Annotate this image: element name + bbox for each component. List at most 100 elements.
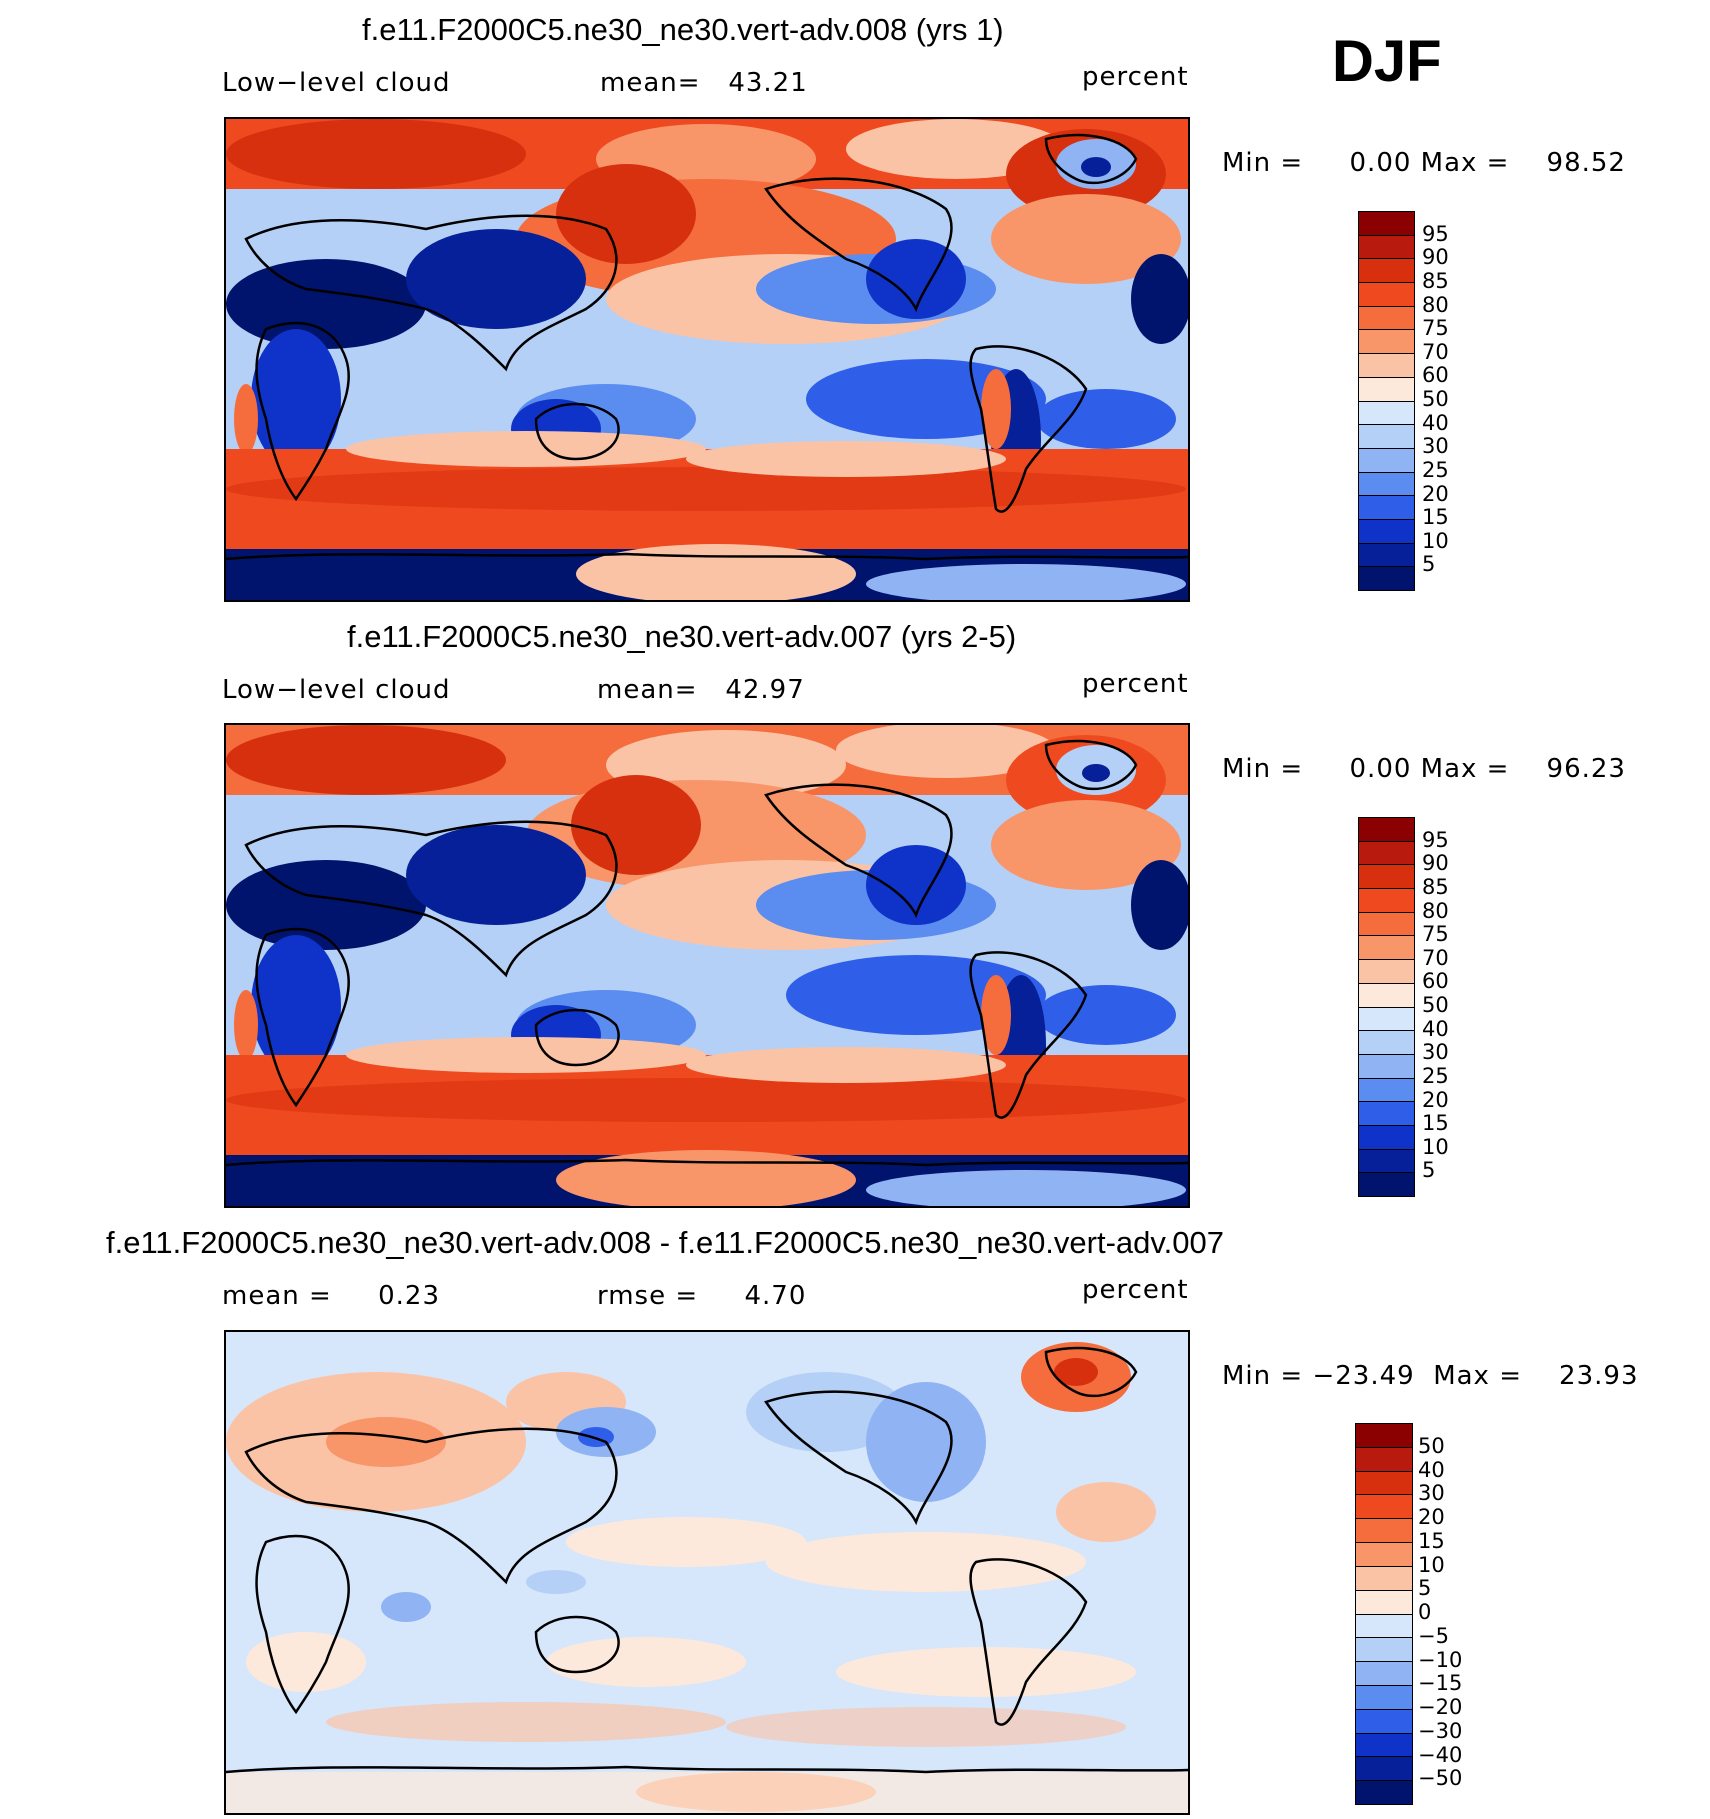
colorbar-swatch [1359,425,1414,449]
colorbar-swatch [1359,354,1414,378]
colorbar-swatch [1359,283,1414,307]
panel-2-map-svg [226,725,1188,1206]
colorbar-swatch [1356,1447,1412,1472]
colorbar-tick-label: 0 [1418,1600,1432,1624]
colorbar-tick-label: 95 [1422,221,1449,246]
colorbar-swatch [1359,519,1414,544]
colorbar-tick-label: 40 [1418,1457,1445,1482]
colorbar-tick-label: −40 [1418,1742,1463,1767]
panel-3-units-label: percent [1082,1275,1189,1305]
colorbar-swatch [1356,1424,1412,1448]
colorbar-swatch [1359,1007,1414,1032]
colorbar-swatch [1356,1662,1412,1686]
colorbar-swatch [1356,1543,1412,1567]
panel-2-variable-label: Low−level cloud [222,675,451,705]
panel-3-colorbar-cells [1356,1424,1412,1804]
colorbar-swatch [1359,401,1414,426]
colorbar-tick-label: −20 [1418,1695,1463,1719]
colorbar-tick-label: 50 [1418,1433,1445,1458]
colorbar-tick-label: −15 [1418,1671,1463,1696]
colorbar-swatch [1359,496,1414,520]
panel-3-minmax-label: Min = −23.49 Max = 23.93 [1222,1361,1639,1391]
colorbar-swatch [1359,377,1414,402]
colorbar-swatch [1359,330,1414,355]
colorbar-tick-label: 15 [1422,505,1449,530]
panel-1-map [224,117,1190,602]
panel-3-rmse-label: rmse = 4.70 [597,1281,807,1311]
colorbar-swatch [1359,1102,1414,1126]
colorbar-swatch [1359,1149,1414,1174]
colorbar-swatch [1359,1078,1414,1103]
colorbar-tick-label: 10 [1418,1552,1445,1577]
season-label: DJF [1332,29,1442,94]
colorbar-tick-label: 85 [1422,268,1449,293]
colorbar-tick-label: 50 [1422,387,1449,411]
colorbar-tick-label: 25 [1422,1063,1449,1088]
colorbar-swatch [1359,1173,1414,1196]
colorbar-swatch [1359,960,1414,984]
colorbar-swatch [1356,1519,1412,1544]
colorbar-tick-label: 5 [1422,1158,1436,1183]
panel-1-minmax-label: Min = 0.00 Max = 98.52 [1222,148,1626,178]
colorbar-swatch [1359,235,1414,260]
colorbar-tick-label: 30 [1422,1040,1449,1065]
colorbar-tick-label: 90 [1422,245,1449,270]
colorbar-swatch [1356,1638,1412,1663]
colorbar-swatch [1356,1590,1412,1615]
colorbar-tick-label: 20 [1422,481,1449,506]
panel-2-units-label: percent [1082,669,1189,699]
panel-3-map [224,1330,1190,1815]
colorbar-swatch [1356,1733,1412,1758]
colorbar-swatch [1356,1614,1412,1639]
colorbar-swatch [1359,567,1414,590]
colorbar-swatch [1359,865,1414,890]
colorbar-tick-label: 80 [1422,292,1449,317]
panel-1-title: f.e11.F2000C5.ne30_ne30.vert-adv.008 (yr… [362,12,1004,47]
colorbar-tick-label: 30 [1422,434,1449,459]
panel-2-title: f.e11.F2000C5.ne30_ne30.vert-adv.007 (yr… [347,619,1017,654]
colorbar-swatch [1359,472,1414,497]
colorbar-swatch [1356,1757,1412,1782]
panel-1-variable-label: Low−level cloud [222,68,451,98]
colorbar-tick-label: 70 [1422,945,1449,970]
colorbar-swatch [1359,543,1414,568]
colorbar-swatch [1359,818,1414,842]
panel-2-colorbar [1358,817,1415,1197]
colorbar-swatch [1359,1125,1414,1150]
colorbar-swatch [1359,983,1414,1008]
colorbar-swatch [1356,1781,1412,1804]
colorbar-swatch [1356,1709,1412,1734]
colorbar-tick-label: 25 [1422,457,1449,482]
colorbar-tick-label: −10 [1418,1647,1463,1672]
panel-2-colorbar-cells [1359,818,1414,1196]
colorbar-tick-label: 40 [1422,410,1449,435]
colorbar-tick-label: 75 [1422,922,1449,947]
colorbar-swatch [1356,1471,1412,1496]
colorbar-swatch [1359,1031,1414,1055]
colorbar-swatch [1359,912,1414,937]
panel-3-title: f.e11.F2000C5.ne30_ne30.vert-adv.008 - f… [106,1225,1224,1260]
colorbar-tick-label: 85 [1422,874,1449,899]
colorbar-swatch [1359,841,1414,866]
panel-2-mean-label: mean= 42.97 [597,675,805,705]
colorbar-swatch [1359,889,1414,913]
colorbar-tick-label: 90 [1422,851,1449,876]
colorbar-tick-label: 50 [1422,993,1449,1017]
colorbar-tick-label: 95 [1422,827,1449,852]
panel-1-colorbar-cells [1359,212,1414,590]
colorbar-swatch [1359,212,1414,236]
panel-1-mean-label: mean= 43.21 [600,68,808,98]
colorbar-swatch [1359,306,1414,331]
colorbar-swatch [1359,936,1414,961]
colorbar-tick-label: 10 [1422,1134,1449,1159]
colorbar-tick-label: 5 [1418,1576,1432,1601]
panel-2-map [224,723,1190,1208]
colorbar-tick-label: 75 [1422,316,1449,341]
colorbar-tick-label: −30 [1418,1718,1463,1743]
panel-1-map-svg [226,119,1188,600]
colorbar-tick-label: 40 [1422,1016,1449,1041]
colorbar-tick-label: 20 [1422,1087,1449,1112]
panel-3-map-svg [226,1332,1188,1813]
colorbar-tick-label: 70 [1422,339,1449,364]
colorbar-tick-label: 60 [1422,969,1449,994]
